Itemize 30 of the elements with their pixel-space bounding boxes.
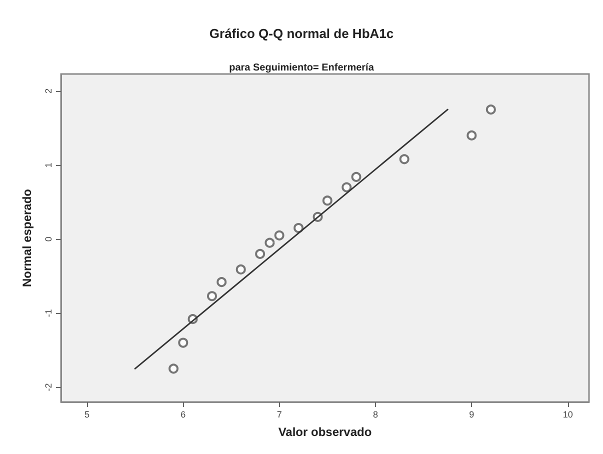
y-tick-label: 2	[44, 88, 54, 94]
point	[294, 223, 304, 233]
point	[322, 196, 332, 206]
x-tick-label: 7	[276, 410, 282, 420]
point	[342, 182, 352, 192]
y-tick-label: 1	[44, 162, 54, 168]
y-tick-label: 0	[44, 236, 54, 242]
x-tick-label: 8	[372, 410, 378, 420]
x-tick-label: 5	[84, 410, 90, 420]
chart-subtitle: para Seguimiento= Enfermería	[229, 62, 374, 74]
point	[351, 172, 362, 182]
point	[168, 364, 179, 374]
point	[207, 291, 217, 302]
point	[255, 248, 266, 259]
y-tick-label: -2	[44, 383, 54, 392]
x-tick-label: 10	[562, 410, 573, 420]
point	[264, 238, 275, 248]
y-axis-title: Normal esperado	[20, 188, 34, 288]
x-axis-title: Valor observado	[278, 425, 372, 439]
y-tick-label: -1	[44, 309, 54, 318]
x-tick-label: 9	[469, 410, 474, 420]
x-tick-label: 6	[180, 410, 186, 420]
point	[274, 230, 284, 240]
point	[466, 130, 477, 140]
point	[486, 104, 496, 115]
point	[216, 277, 227, 288]
point	[178, 338, 188, 348]
point	[236, 264, 246, 274]
point	[399, 154, 410, 164]
chart-title: Gráfico Q-Q normal de HbA1c	[209, 26, 394, 41]
